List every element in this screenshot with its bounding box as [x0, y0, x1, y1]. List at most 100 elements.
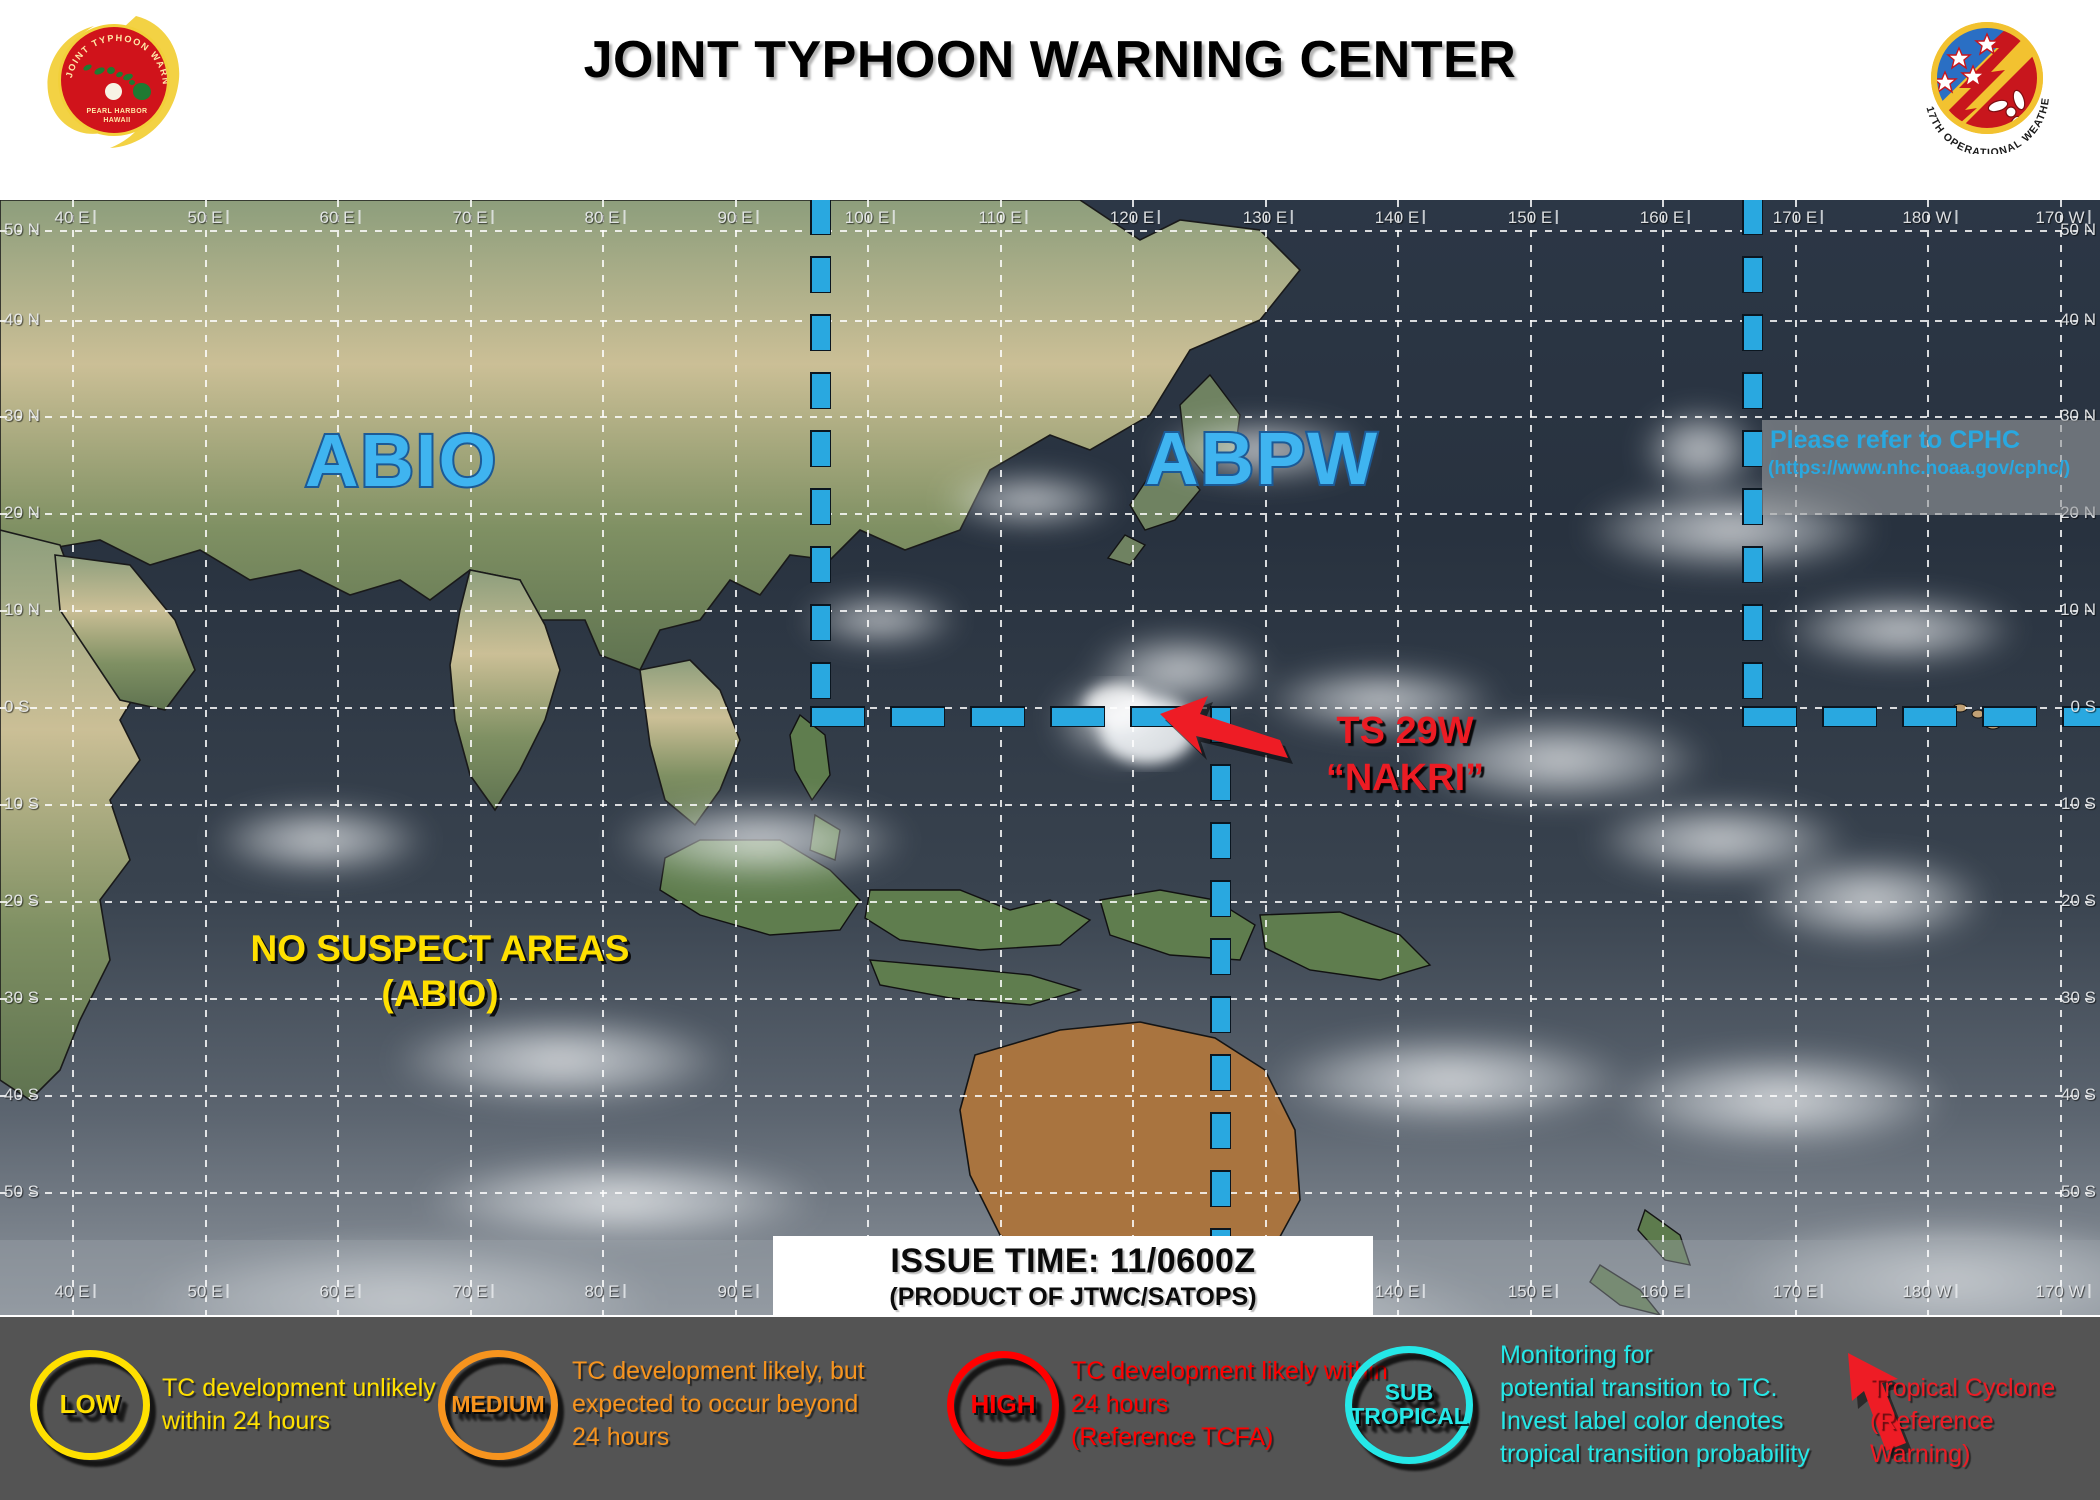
grid-line-50S: [0, 1192, 2100, 1194]
lon-label-top-110E: 110 E: [978, 208, 1028, 227]
lon-label-top-120E: 120 E: [1109, 208, 1161, 227]
aor-boundary-100e-vertical: [812, 200, 830, 718]
jtwc-seal-arc-text: JOINT TYPHOON WARNING CENTER: [61, 27, 167, 86]
legend-oval-high: HIGH: [947, 1350, 1059, 1459]
ts-29w-label: TS 29W “NAKRI”: [1265, 708, 1545, 802]
issue-product-text: (PRODUCT OF JTWC/SATOPS): [889, 1283, 1257, 1311]
page-header: JOINT TYPHOON WARNING CENTER PEARL HARBO…: [0, 0, 2100, 200]
grid-line-90E: [735, 200, 737, 1315]
legend-oval-sub-tropical: SUB TROPICAL: [1345, 1345, 1473, 1464]
lon-label-bottom-80E: 80 E: [584, 1282, 626, 1301]
jtwc-seal-subtitle: PEARL HARBOR HAWAII: [61, 107, 167, 125]
jtwc-seal-subtitle-line1: PEARL HARBOR: [86, 108, 148, 115]
lat-label-left-10N: 10 N: [4, 600, 40, 619]
grid-line-30S: [0, 998, 2100, 1000]
grid-line-170E: [1795, 200, 1797, 1315]
lon-label-bottom-70E: 70 E: [452, 1282, 494, 1301]
jtwc-seal-eye: [105, 83, 122, 100]
aor-boundary-180-vertical: [1744, 200, 1762, 718]
grid-line-40S: [0, 1095, 2100, 1097]
no-suspect-line1: NO SUSPECT AREAS: [250, 928, 630, 969]
lat-label-left-50N: 50 N: [4, 220, 40, 239]
lon-label-top-100E: 100 E: [844, 208, 896, 227]
grid-line-10N: [0, 610, 2100, 612]
lon-label-bottom-40E: 40 E: [54, 1282, 96, 1301]
ts-29w-line2: “NAKRI”: [1325, 757, 1485, 799]
lon-label-bottom-50E: 50 E: [187, 1282, 229, 1301]
lat-label-right-40S: 40 S: [2061, 1085, 2096, 1104]
ows-patch-shape: 17TH OPERATIONAL WEATHER SQ: [1910, 5, 2051, 159]
cphc-note-line2[interactable]: (https://www.nhc.noaa.gov/cphc/): [1768, 458, 2071, 479]
lon-label-bottom-170W: 170 W: [2035, 1282, 2091, 1301]
aor-boundary-equator-east: [1744, 708, 2100, 726]
lat-label-left-40N: 40 N: [4, 310, 40, 329]
lon-label-bottom-90E: 90 E: [717, 1282, 759, 1301]
lat-label-left-30S: 30 S: [4, 988, 39, 1007]
lat-label-right-50N: 50 N: [2060, 220, 2096, 239]
lat-label-left-20N: 20 N: [4, 503, 40, 522]
lat-label-left-50S: 50 S: [4, 1182, 39, 1201]
lon-label-bottom-160E: 160 E: [1639, 1282, 1691, 1301]
lat-label-right-20S: 20 S: [2061, 891, 2096, 910]
grid-line-100E: [867, 200, 869, 1315]
legend-items: LOW TC development unlikely within 24 hou…: [0, 1317, 2100, 1500]
grid-line-140E: [1397, 200, 1399, 1315]
lat-label-right-10S: 10 S: [2061, 794, 2096, 813]
lon-label-top-50E: 50 E: [187, 208, 229, 227]
cphc-note-line1: Please refer to CPHC: [1770, 426, 2021, 454]
17th-ows-patch: 17TH OPERATIONAL WEATHER SQ: [1910, 5, 2060, 159]
cphc-reference-note[interactable]: Please refer to CPHC (https://www.nhc.no…: [1762, 420, 2100, 515]
lon-label-top-140E: 140 E: [1374, 208, 1426, 227]
satellite-imagery: [0, 200, 2100, 1315]
lon-label-top-160E: 160 E: [1639, 208, 1691, 227]
legend-description-2: TC development likely, but expected to o…: [572, 1357, 865, 1451]
grid-line-40N: [0, 320, 2100, 322]
lon-label-top-150E: 150 E: [1507, 208, 1559, 227]
grid-line-50E: [205, 200, 207, 1315]
legend-oval-label: LOW: [59, 1389, 121, 1420]
legend-description-3: TC development likely within 24 hours (R…: [1071, 1357, 1388, 1451]
grid-line-120E: [1132, 200, 1134, 1315]
legend-bar: LOW TC development unlikely within 24 hou…: [0, 1317, 2100, 1500]
jtwc-seal: JOINT TYPHOON WARNING CENTER PEARL HARBO…: [40, 12, 185, 152]
grid-line-50N: [0, 230, 2100, 232]
page-title: JOINT TYPHOON WARNING CENTER: [583, 31, 1517, 89]
lat-label-left-20S: 20 S: [4, 891, 39, 910]
legend-oval-label: HIGH: [970, 1389, 1036, 1420]
jtwc-seal-disc: JOINT TYPHOON WARNING CENTER PEARL HARBO…: [58, 24, 170, 136]
satellite-map[interactable]: 40 E 50 E 60 E 70 E 80 E 90 E 100 E 110 E 120 E 1…: [0, 200, 2100, 1315]
no-suspect-line2: (ABIO): [381, 973, 499, 1014]
lon-label-bottom-140E: 140 E: [1374, 1282, 1426, 1301]
legend-description-5: Tropical Cyclone (Reference Warning): [1870, 1373, 2056, 1468]
lon-label-top-130E: 130 E: [1242, 208, 1294, 227]
lat-label-right-10N: 10 N: [2060, 600, 2096, 619]
grid-line-180W: [1927, 200, 1929, 1315]
legend-description-1: TC development unlikely within 24 hours: [162, 1373, 436, 1435]
legend-oval-label: MEDIUM: [451, 1390, 545, 1417]
grid-line-10S: [0, 804, 2100, 806]
grid-line-20S: [0, 901, 2100, 903]
storm-pointer-arrow: [1160, 696, 1293, 764]
lon-label-top-170W: 170 W: [2035, 208, 2091, 227]
lat-label-left-10S: 10 S: [4, 794, 39, 813]
grid-line-160E: [1662, 200, 1664, 1315]
lon-label-top-170E: 170 E: [1772, 208, 1824, 227]
lat-label-left-40S: 40 S: [4, 1085, 39, 1104]
legend-oval-medium: MEDIUM: [438, 1349, 558, 1460]
aor-boundary-equator-west: [812, 708, 1222, 726]
grid-line-60E: [337, 200, 339, 1315]
lon-label-bottom-180W: 180 W: [1902, 1282, 1958, 1301]
basin-label-abio: ABIO: [303, 417, 498, 504]
arrow-up-left-icon: [1848, 1353, 1912, 1459]
legend-oval-low: LOW: [30, 1349, 150, 1460]
lon-label-top-70E: 70 E: [452, 208, 494, 227]
issue-time-box: ISSUE TIME: 11/0600Z (PRODUCT OF JTWC/SA…: [773, 1236, 1373, 1320]
grid-line-40E: [72, 200, 74, 1315]
grid-line-150E: [1530, 200, 1532, 1315]
grid-line-20N: [0, 513, 2100, 515]
lon-label-top-80E: 80 E: [584, 208, 626, 227]
legend-description-4: Monitoring for potential transition to T…: [1500, 1340, 1810, 1468]
lon-label-top-60E: 60 E: [319, 208, 361, 227]
grid-line-170W: [2060, 200, 2062, 1315]
